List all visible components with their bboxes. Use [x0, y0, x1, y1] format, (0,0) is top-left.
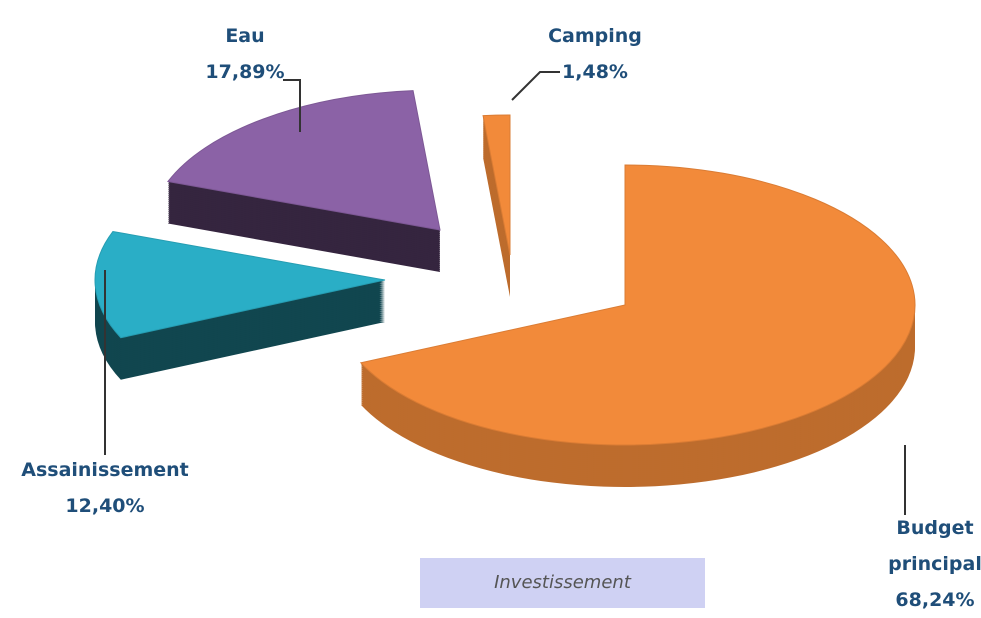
slice-label: Assainissement 12,40%	[5, 452, 205, 524]
slice	[94, 230, 386, 339]
slice	[167, 90, 441, 231]
leader-line	[511, 71, 560, 101]
slice-label: Camping 1,48%	[495, 18, 695, 90]
leader-line	[283, 79, 301, 132]
slice	[359, 164, 916, 446]
slice	[482, 114, 511, 256]
slice-label: Budget principal 68,24%	[835, 510, 981, 618]
label-value: 68,24%	[895, 589, 975, 611]
slice-label: Eau 17,89%	[145, 18, 345, 90]
pie	[94, 90, 916, 487]
label-value: 12,40%	[65, 495, 145, 517]
label-value: 1,48%	[562, 61, 628, 83]
label-name: Budget principal	[888, 517, 981, 575]
leader-lines	[104, 71, 906, 515]
label-value: 17,89%	[205, 61, 285, 83]
label-name: Camping	[548, 25, 642, 47]
label-name: Assainissement	[21, 459, 189, 481]
caption: Investissement	[420, 558, 705, 608]
label-name: Eau	[225, 25, 265, 47]
